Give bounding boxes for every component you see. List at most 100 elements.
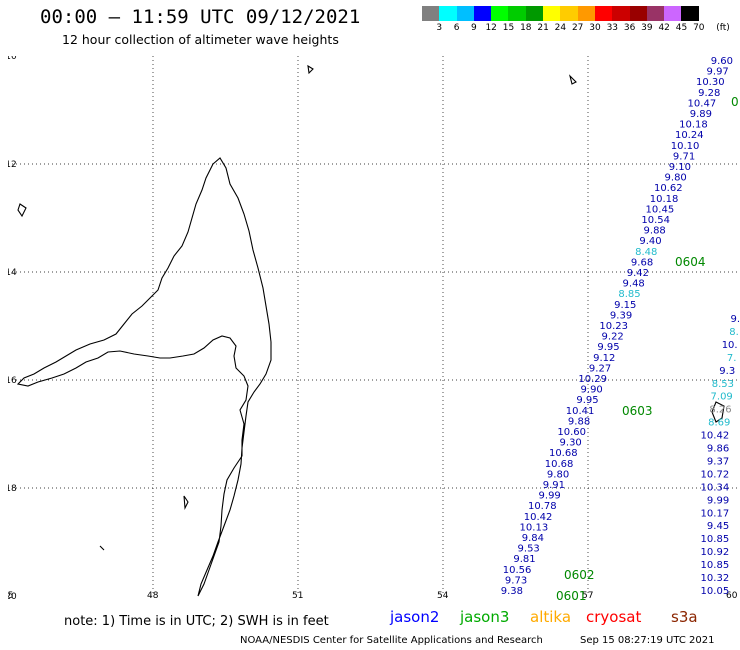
swh-value: 10.17 [701,508,730,519]
legend-swatch [577,6,595,21]
islet-north [307,64,314,75]
swh-value: 9.15 [614,300,636,311]
figure-subtitle: 12 hour collection of altimeter wave hei… [62,32,339,47]
swh-value: 9.27 [589,363,611,374]
swh-value: 8.48 [635,247,657,258]
legend-swatch [594,6,613,21]
lon-label: 54 [437,591,449,600]
swh-value: 10.45 [646,204,675,215]
swh-value: 9.91 [543,480,565,491]
figure-title: 00:00 – 11:59 UTC 09/12/2021 [40,6,361,28]
swh-value: 9.39 [610,310,632,321]
swh-value: 10.68 [545,459,574,470]
swh-value: 9.60 [711,56,733,67]
swh-value: 9.95 [597,342,619,353]
lat-label: -14 [8,268,17,278]
islet-east [568,74,577,85]
footer-credit: NOAA/NESDIS Center for Satellite Applica… [240,635,543,646]
lon-label: 57 [582,591,593,600]
swh-value: 7. [727,353,737,364]
legend-swatch [473,6,492,21]
legend-tick-label: 6 [453,23,460,33]
swh-value: 9.48 [623,279,645,290]
time-label: 0 [731,95,739,109]
legend-tick-label: 39 [641,23,653,33]
legend-swatch [491,6,509,21]
legend-swatch [560,6,578,21]
swh-value: 9.28 [698,88,720,99]
swh-value: 10.72 [701,469,730,480]
satellite-legend-item: cryosat [586,608,642,626]
lon-label: 60 [726,591,738,600]
coastline [16,64,725,597]
swh-value: 9.53 [518,544,540,555]
legend-tick-label: 27 [571,23,584,33]
track-time-labels: 0604 0603 0602 0601 0 [556,95,739,600]
swh-value: 10.05 [701,586,730,597]
swh-value: 9.30 [560,438,582,449]
swh-value: 10.18 [650,194,679,205]
color-scale-labels: 3 6 9 12 15 18 21 24 27 30 33 36 39 42 45 70 (ft) [422,23,740,33]
swh-value: 9.38 [501,586,523,597]
swh-value: 9.86 [707,444,729,455]
legend-tick-label: 9 [471,23,477,33]
swh-value: 10.41 [566,406,595,417]
swh-value: 10. [722,340,738,351]
swh-value: 10.62 [654,183,683,194]
legend-tick-label: 33 [606,23,619,33]
units-note: note: 1) Time is in UTC; 2) SWH is in fe… [64,614,329,629]
swh-value: 10.24 [675,130,704,141]
legend-swatch [422,6,440,21]
swh-value: 8.85 [618,289,640,300]
time-label: 0603 [622,404,653,418]
lon-label: 45 [8,591,13,600]
swh-value: 7.09 [711,392,733,403]
lat-lon-grid: -10 -12 -14 -16 -18 -2045 48 51 54 57 60 [8,56,740,600]
lat-label: -10 [8,56,17,62]
swh-value: 10.13 [520,522,549,533]
swh-value: 10.92 [701,547,730,558]
map-panel: -10-12-14-16-18-20454851545760 9.609.971… [8,56,740,600]
swh-value: 9.10 [669,162,691,173]
swh-value: 9.90 [581,385,603,396]
legend-tick-label: 12 [485,23,497,33]
swh-value: 9.89 [690,109,712,120]
swh-value: 9. [730,314,740,325]
islet-west-2 [183,495,189,511]
time-label: 0601 [556,589,587,600]
swh-value: 9.3 [719,366,735,377]
swh-value: 10.10 [671,141,700,152]
legend-swatch [646,6,665,21]
swh-value: 10.32 [701,573,730,584]
swh-value: 9.22 [602,332,624,343]
swh-value: 9.81 [513,554,535,565]
legend-swatch [508,6,526,21]
swh-value: 8. [729,327,739,338]
swh-value: 8.53 [712,379,734,390]
satellite-legend-item: jason3 [460,608,510,626]
islet-west-1 [17,203,27,218]
swh-value: 10.60 [557,427,586,438]
legend-swatch [456,6,474,21]
legend-tick-label: 3 [436,23,443,33]
time-label: 0602 [564,568,595,582]
swh-value: 9.37 [707,456,729,467]
legend-tick-label: 45 [675,23,688,33]
swh-value: 9.88 [644,226,666,237]
swh-value: 10.47 [688,98,717,109]
lon-label: 48 [147,591,159,600]
track-b-values: 9. 8. 10. 7. 9.3 8.53 7.09 8.26 8.69 10.42 9.869.3… [701,314,740,597]
satellite-legend-item: jason2 [390,608,440,626]
swh-value: 9.97 [707,67,729,78]
legend-tick-label: 24 [554,23,567,33]
swh-value: 9.84 [522,533,544,544]
swh-value: 9.40 [639,236,661,247]
legend-tick-label: 21 [537,23,549,33]
swh-value: 9.80 [665,173,687,184]
legend-swatch [664,6,682,21]
swh-value: 9.99 [707,495,729,506]
legend-swatch [629,6,647,21]
swh-value: 10.56 [503,565,532,576]
lat-label: -12 [8,160,17,170]
swh-value: 9.73 [505,575,527,586]
